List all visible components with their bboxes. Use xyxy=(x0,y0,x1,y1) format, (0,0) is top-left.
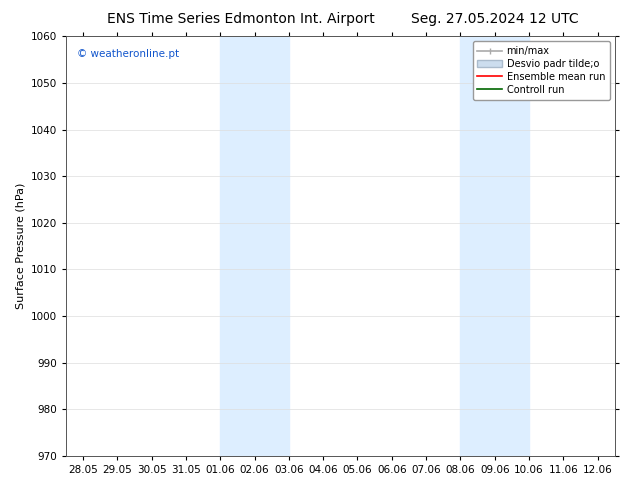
Bar xyxy=(495,36,529,456)
Y-axis label: Surface Pressure (hPa): Surface Pressure (hPa) xyxy=(15,183,25,309)
Legend: min/max, Desvio padr tilde;o, Ensemble mean run, Controll run: min/max, Desvio padr tilde;o, Ensemble m… xyxy=(472,41,610,99)
Bar xyxy=(255,36,289,456)
Text: ENS Time Series Edmonton Int. Airport: ENS Time Series Edmonton Int. Airport xyxy=(107,12,375,26)
Text: Seg. 27.05.2024 12 UTC: Seg. 27.05.2024 12 UTC xyxy=(411,12,578,26)
Text: © weatheronline.pt: © weatheronline.pt xyxy=(77,49,179,59)
Bar xyxy=(460,36,495,456)
Bar xyxy=(220,36,255,456)
